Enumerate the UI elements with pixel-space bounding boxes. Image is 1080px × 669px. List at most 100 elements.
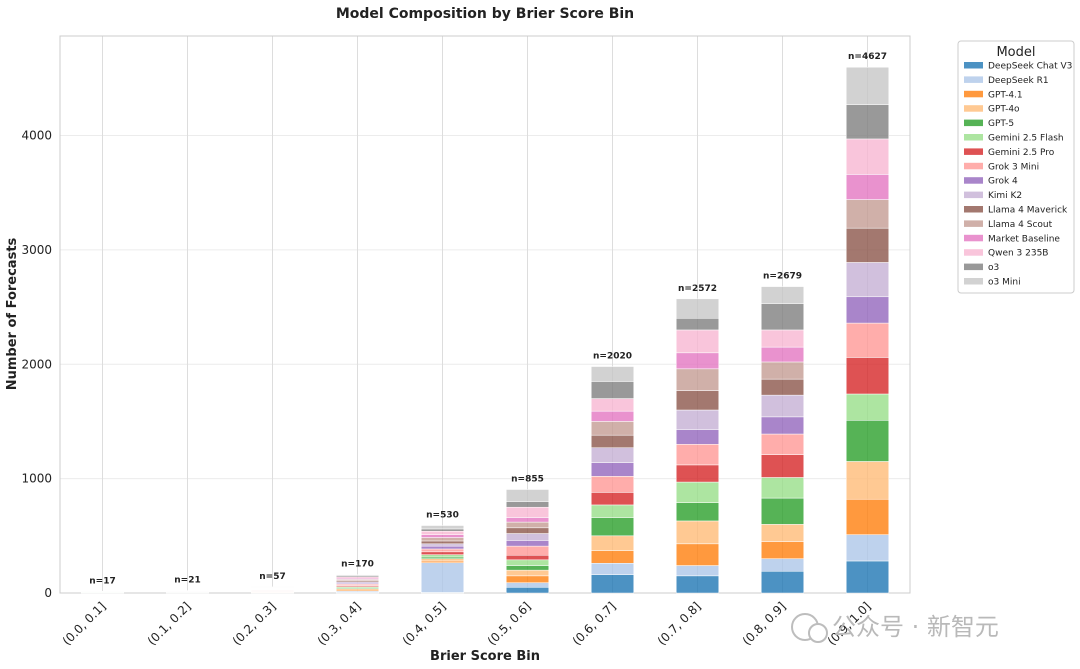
- bar-segment: [761, 416, 804, 435]
- bar-segment: [591, 504, 634, 518]
- bar-total-label: n=2020: [593, 352, 632, 362]
- legend-swatch: [964, 148, 983, 155]
- x-tick-label: (0.3, 0.4]: [315, 599, 364, 648]
- bar-segment: [591, 574, 634, 594]
- bar-segment: [846, 560, 889, 594]
- bar-segment: [676, 352, 719, 370]
- bar-segment: [421, 543, 464, 547]
- legend-swatch: [964, 234, 983, 242]
- legend-label: Grok 4: [988, 177, 1018, 187]
- bar-segment: [761, 329, 804, 348]
- y-tick-label: 3000: [21, 243, 52, 257]
- legend-swatch: [964, 220, 983, 227]
- bar-segment: [591, 462, 634, 477]
- bar-segment: [591, 366, 634, 382]
- x-tick-label: (0.1, 0.2]: [145, 599, 194, 648]
- bar-segment: [506, 506, 549, 518]
- legend-label: Llama 4 Scout: [988, 220, 1053, 230]
- bar-segment: [591, 421, 634, 436]
- bar-segment: [421, 537, 464, 542]
- legend-label: Kimi K2: [988, 191, 1022, 201]
- totals-layer: n=17 n=21 n=57 n=170 n=530 n=855 n=2020 n=2572 n…: [89, 52, 887, 586]
- bar-segment: [676, 429, 719, 445]
- bar-segment: [676, 543, 719, 566]
- x-tick-label: (0.8, 0.9]: [740, 599, 789, 648]
- bar-segment: [761, 378, 804, 396]
- bar-segment: [421, 558, 464, 562]
- legend-label: GPT-5: [988, 119, 1014, 129]
- bar-segment: [506, 489, 549, 502]
- bar-segment: [761, 558, 804, 572]
- bar-segment: [761, 433, 804, 455]
- bar-total-label: n=21: [174, 576, 200, 586]
- bar-total-label: n=855: [511, 474, 544, 484]
- bar-segment: [676, 575, 719, 594]
- bar-segment: [421, 525, 464, 530]
- legend-swatch: [964, 263, 983, 271]
- chart-title: Model Composition by Brier Score Bin: [336, 6, 634, 22]
- bar-segment: [421, 556, 464, 559]
- x-tick-label: (0.4, 0.5]: [400, 599, 449, 648]
- y-axis-label: Number of Forecasts: [5, 237, 20, 390]
- bar-segment: [421, 560, 464, 563]
- bar-segment: [591, 398, 634, 412]
- x-tick-label: (0.7, 0.8]: [655, 599, 704, 648]
- bar-total-label: n=2679: [763, 272, 802, 282]
- bar-total-label: n=170: [341, 560, 374, 570]
- bar-segment: [761, 394, 804, 418]
- bar-segment: [591, 381, 634, 399]
- y-tick-label: 0: [44, 586, 52, 600]
- bar-segment: [676, 298, 719, 319]
- bar-segment: [676, 318, 719, 331]
- bar-segment: [846, 262, 889, 298]
- bar-segment: [846, 357, 889, 395]
- bar-segment: [846, 199, 889, 229]
- bar-segment: [761, 303, 804, 331]
- bar-segment: [846, 296, 889, 324]
- bar-segment: [506, 545, 549, 556]
- bar-segment: [761, 454, 804, 478]
- legend-swatch: [964, 278, 983, 285]
- bar-segment: [676, 481, 719, 503]
- bar-total-label: n=4627: [848, 52, 887, 62]
- bar-segment: [676, 329, 719, 354]
- bar-segment: [506, 501, 549, 508]
- legend-label: Gemini 2.5 Pro: [988, 148, 1055, 158]
- bar-segment: [846, 322, 889, 358]
- legend-label: Market Baseline: [988, 234, 1060, 244]
- bar-segment: [676, 390, 719, 411]
- legend-swatch: [964, 206, 983, 213]
- legend-label: Grok 3 Mini: [988, 162, 1039, 172]
- bar-segment: [761, 497, 804, 525]
- legend-swatch: [964, 134, 983, 141]
- legend-swatch: [964, 62, 983, 69]
- watermark: 公众号 · 新智元: [791, 613, 999, 643]
- x-tick-label: (0.6, 0.7]: [570, 599, 619, 648]
- legend-label: DeepSeek Chat V3: [988, 62, 1072, 72]
- bar-total-label: n=2572: [678, 284, 717, 294]
- bar-segment: [676, 368, 719, 391]
- bar-segment: [761, 477, 804, 499]
- x-axis-ticks: (0.0, 0.1] (0.1, 0.2] (0.2, 0.3] (0.3, 0.4]…: [60, 599, 874, 648]
- bar-segment: [506, 582, 549, 588]
- bar-segment: [591, 434, 634, 448]
- bar-segment: [506, 569, 549, 577]
- bar-segment: [421, 548, 464, 553]
- legend-swatch: [964, 119, 983, 127]
- bar-segment: [421, 545, 464, 550]
- legend: Model DeepSeek Chat V3 DeepSeek R1 GPT-4.1…: [957, 40, 1075, 294]
- bar-segment: [846, 534, 889, 562]
- legend-swatch: [964, 76, 983, 83]
- bar-segment: [761, 571, 804, 594]
- bar-segment: [676, 502, 719, 522]
- bar-segment: [421, 534, 464, 538]
- bar-segment: [591, 447, 634, 463]
- watermark-text: 公众号 · 新智元: [832, 613, 999, 641]
- bar-segment: [506, 559, 549, 566]
- legend-label: Qwen 3 235B: [988, 249, 1049, 259]
- x-tick-label: (0.2, 0.3]: [230, 599, 279, 648]
- bar-segment: [591, 476, 634, 493]
- wechat-logo-icon-secondary: [808, 623, 828, 643]
- bar-segment: [676, 409, 719, 430]
